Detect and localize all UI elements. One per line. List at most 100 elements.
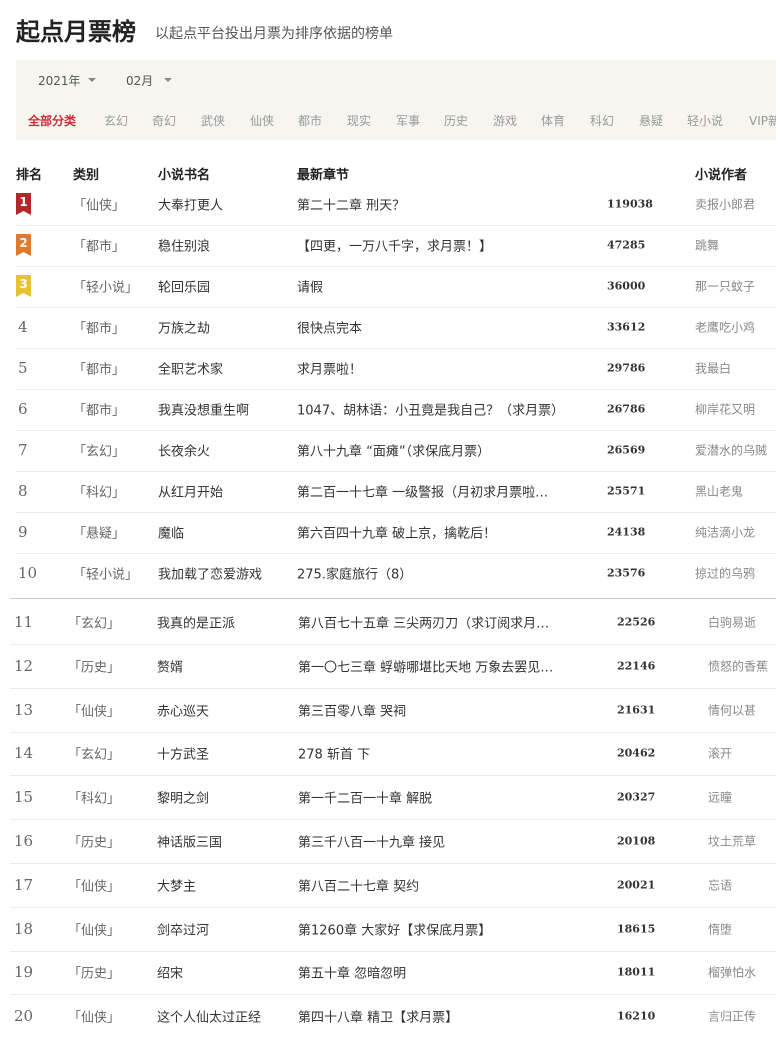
book-title[interactable]: 十方武圣 [157, 747, 210, 763]
latest-chapter[interactable]: 第五十章 忽暗忽明 [298, 966, 407, 982]
latest-chapter[interactable]: 278 斩首 下 [298, 747, 371, 763]
category-tab[interactable]: 玄幻 [104, 114, 129, 128]
latest-chapter[interactable]: 求月票啦！ [297, 362, 363, 378]
book-title[interactable]: 赘婿 [157, 660, 184, 676]
book-title[interactable]: 大奉打更人 [158, 198, 224, 214]
book-title[interactable]: 赤心巡天 [157, 704, 210, 720]
month-select[interactable]: 02月 [126, 74, 154, 88]
book-title[interactable]: 全职艺术家 [158, 362, 224, 378]
category[interactable]: 「历史」 [68, 660, 121, 676]
category[interactable]: 「仙侠」 [68, 704, 121, 720]
book-title[interactable]: 黎明之剑 [157, 791, 210, 807]
category[interactable]: 「玄幻」 [68, 616, 121, 632]
author[interactable]: 纯洁滴小龙 [695, 525, 756, 540]
category[interactable]: 「悬疑」 [73, 526, 126, 542]
latest-chapter[interactable]: 很快点完本 [297, 321, 363, 337]
book-title[interactable]: 万族之劫 [158, 321, 211, 337]
book-title[interactable]: 这个人仙太过正经 [157, 1010, 262, 1026]
latest-chapter[interactable]: 【四更，一万八千字，求月票！】 [297, 239, 493, 255]
book-title[interactable]: 大梦主 [157, 879, 197, 895]
category[interactable]: 「轻小说」 [73, 567, 139, 583]
latest-chapter[interactable]: 第三千八百一十九章 接见 [298, 835, 446, 851]
book-title[interactable]: 魔临 [158, 526, 185, 542]
author[interactable]: 愤怒的香蕉 [708, 659, 769, 674]
category[interactable]: 「历史」 [68, 966, 121, 982]
author[interactable]: 跳舞 [695, 238, 720, 253]
year-select[interactable]: 2021年 [38, 74, 81, 88]
latest-chapter[interactable]: 请假 [297, 280, 324, 296]
latest-chapter[interactable]: 第八百七十五章 三尖两刃刀（求订阅求月… [298, 616, 550, 632]
author[interactable]: 忘语 [708, 878, 733, 893]
ticket-count: 25571 [607, 484, 646, 498]
category-tab[interactable]: 军事 [396, 114, 421, 128]
category-tab[interactable]: 全部分类 [28, 114, 77, 128]
category-tab[interactable]: 历史 [444, 114, 469, 128]
author[interactable]: 坟土荒草 [708, 834, 757, 849]
book-title[interactable]: 轮回乐园 [158, 280, 211, 296]
category[interactable]: 「科幻」 [73, 485, 126, 501]
category-tab[interactable]: 游戏 [493, 114, 518, 128]
book-title[interactable]: 我真没想重生啊 [158, 403, 250, 419]
author[interactable]: 白驹易逝 [708, 615, 757, 630]
category[interactable]: 「轻小说」 [73, 280, 139, 296]
author[interactable]: 爱潜水的乌贼 [695, 443, 768, 458]
latest-chapter[interactable]: 1047、胡林语：小丑竟是我自己？（求月票） [297, 403, 565, 419]
latest-chapter[interactable]: 第八百二十七章 契约 [298, 879, 420, 895]
author[interactable]: 卖报小郎君 [695, 197, 756, 212]
category-tab[interactable]: 武侠 [201, 114, 226, 128]
category[interactable]: 「科幻」 [68, 791, 121, 807]
author[interactable]: 情何以甚 [708, 703, 757, 718]
ticket-count: 22146 [617, 659, 656, 673]
latest-chapter[interactable]: 第一千二百一十章 解脱 [298, 791, 433, 807]
book-title[interactable]: 神话版三国 [157, 835, 223, 851]
category[interactable]: 「仙侠」 [68, 1010, 121, 1026]
book-title[interactable]: 稳住别浪 [158, 239, 211, 255]
book-title[interactable]: 绍宋 [157, 966, 184, 982]
category-tab[interactable]: 轻小说 [687, 114, 724, 128]
book-title[interactable]: 我真的是正派 [157, 616, 236, 632]
author[interactable]: 榴弹怕水 [708, 965, 757, 980]
author[interactable]: 柳岸花又明 [695, 402, 756, 417]
author[interactable]: 黑山老鬼 [695, 484, 744, 499]
category[interactable]: 「玄幻」 [73, 444, 126, 460]
category-tab[interactable]: 仙侠 [250, 114, 275, 128]
category[interactable]: 「玄幻」 [68, 747, 121, 763]
latest-chapter[interactable]: 第二百一十七章 一级警报（月初求月票啦… [297, 485, 549, 501]
category-tab[interactable]: 奇幻 [152, 114, 177, 128]
book-title[interactable]: 剑卒过河 [157, 923, 210, 939]
category-tab[interactable]: 科幻 [590, 114, 615, 128]
category[interactable]: 「都市」 [73, 239, 126, 255]
category[interactable]: 「仙侠」 [68, 923, 121, 939]
category-tab[interactable]: 现实 [347, 114, 372, 128]
category[interactable]: 「都市」 [73, 362, 126, 378]
row-separator [16, 306, 776, 308]
latest-chapter[interactable]: 第四十八章 精卫【求月票】 [298, 1010, 459, 1026]
latest-chapter[interactable]: 第六百四十九章 破上京，擒乾后！ [297, 526, 497, 542]
latest-chapter[interactable]: 第1260章 大家好【求保底月票】 [298, 923, 492, 939]
category-tab[interactable]: 都市 [298, 114, 323, 128]
author[interactable]: 老鹰吃小鸡 [695, 320, 756, 335]
category-tab[interactable]: VIP新 [749, 114, 776, 128]
book-title[interactable]: 长夜余火 [158, 444, 211, 460]
category[interactable]: 「仙侠」 [68, 879, 121, 895]
author[interactable]: 掠过的乌鸦 [695, 566, 756, 581]
category[interactable]: 「都市」 [73, 403, 126, 419]
book-title[interactable]: 我加载了恋爱游戏 [158, 567, 263, 583]
author[interactable]: 那一只蚊子 [695, 279, 756, 294]
latest-chapter[interactable]: 第二十二章 刑天？ [297, 198, 406, 214]
latest-chapter[interactable]: 第三百零八章 哭祠 [298, 704, 407, 720]
category-tab[interactable]: 悬疑 [639, 114, 664, 128]
author[interactable]: 我最白 [695, 361, 732, 376]
author[interactable]: 滚开 [708, 746, 733, 761]
author[interactable]: 惰堕 [708, 922, 733, 937]
latest-chapter[interactable]: 第一〇七三章 蜉蝣哪堪比天地 万象去罢见… [298, 660, 554, 676]
category[interactable]: 「仙侠」 [73, 198, 126, 214]
category[interactable]: 「都市」 [73, 321, 126, 337]
latest-chapter[interactable]: 第八十九章 “面瘫”（求保底月票） [297, 444, 491, 460]
author[interactable]: 远瞳 [708, 790, 733, 805]
latest-chapter[interactable]: 275.家庭旅行（8） [297, 567, 413, 583]
author[interactable]: 言归正传 [708, 1009, 757, 1024]
category-tab[interactable]: 体育 [541, 114, 566, 128]
category[interactable]: 「历史」 [68, 835, 121, 851]
book-title[interactable]: 从红月开始 [158, 485, 224, 501]
